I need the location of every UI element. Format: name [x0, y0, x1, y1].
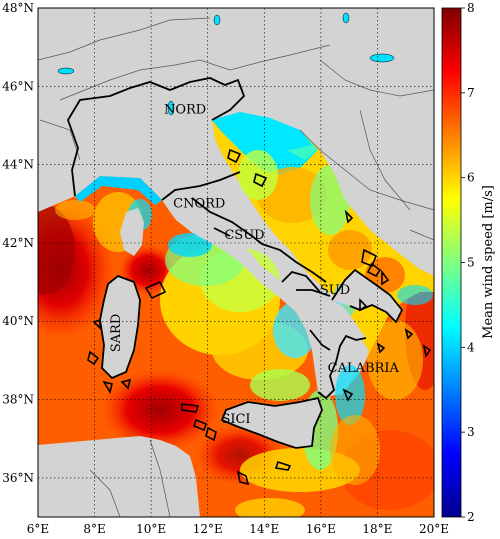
region-labels: NORD CNORD CSUD SARD SUD CALABRIA SICI — [109, 103, 399, 427]
africa-land — [38, 436, 200, 517]
lon-tick-label: 14°E — [249, 522, 279, 536]
region-label-sard: SARD — [109, 314, 124, 353]
colorbar-tick-label: 8 — [467, 1, 475, 15]
colorbar-tick-label: 6 — [467, 171, 475, 185]
balkans-land — [300, 80, 434, 276]
region-label-nord: NORD — [164, 103, 206, 118]
region-label-sici: SICI — [221, 412, 250, 427]
latitude-tick-labels: 36°N 38°N 40°N 42°N 44°N 46°N 48°N — [2, 1, 34, 485]
offshore-areas — [87, 148, 432, 486]
longitude-tick-labels: 6°E 8°E 10°E 12°E 14°E 16°E 18°E 20°E — [27, 522, 449, 536]
lon-tick-label: 18°E — [362, 522, 392, 536]
lake-balaton — [369, 53, 395, 63]
map-frame — [37, 7, 435, 518]
lon-tick-label: 6°E — [27, 522, 49, 536]
sicily-land — [222, 398, 322, 448]
region-label-cnord: CNORD — [173, 197, 225, 212]
colorbar-ticks: 2 3 4 5 6 7 8 — [461, 1, 475, 524]
corsica-land — [120, 208, 144, 256]
lat-tick-label: 40°N — [2, 314, 34, 328]
colorbar-tick-label: 2 — [467, 510, 475, 524]
colorbar-tick-label: 7 — [467, 86, 475, 100]
lon-tick-label: 20°E — [419, 522, 449, 536]
lat-lon-grid — [38, 8, 434, 517]
lat-tick-label: 38°N — [2, 393, 34, 407]
region-label-sud: SUD — [320, 283, 350, 298]
lake-chiemsee — [213, 14, 221, 26]
map-panel: NORD CNORD CSUD SARD SUD CALABRIA SICI — [38, 8, 434, 517]
colorbar: 2 3 4 5 6 7 8 Mean wind speed [m/s] — [441, 1, 496, 524]
lat-tick-label: 48°N — [2, 1, 34, 15]
region-label-calabria: CALABRIA — [328, 361, 400, 376]
heel-land — [332, 270, 402, 322]
lon-tick-label: 8°E — [83, 522, 105, 536]
sardinia-land — [100, 276, 140, 378]
colorbar-tick-label: 4 — [467, 340, 475, 354]
lake-neusiedl — [342, 12, 350, 24]
italy-land — [162, 196, 366, 398]
colorbar-gradient — [442, 8, 461, 517]
italy-zone-borders — [67, 77, 404, 449]
lon-tick-label: 10°E — [136, 522, 166, 536]
lat-tick-label: 44°N — [2, 158, 34, 172]
lake-garda — [167, 100, 175, 116]
lon-tick-label: 12°E — [193, 522, 223, 536]
lat-tick-label: 42°N — [2, 236, 34, 250]
lon-tick-label: 16°E — [306, 522, 336, 536]
colorbar-tick-label: 5 — [467, 256, 475, 270]
region-label-csud: CSUD — [224, 228, 264, 243]
lat-tick-label: 36°N — [2, 471, 34, 485]
north-land — [38, 8, 434, 212]
lat-tick-label: 46°N — [2, 79, 34, 93]
colorbar-tick-label: 3 — [467, 425, 475, 439]
lake-geneva — [57, 67, 75, 75]
colorbar-label: Mean wind speed [m/s] — [481, 185, 496, 339]
